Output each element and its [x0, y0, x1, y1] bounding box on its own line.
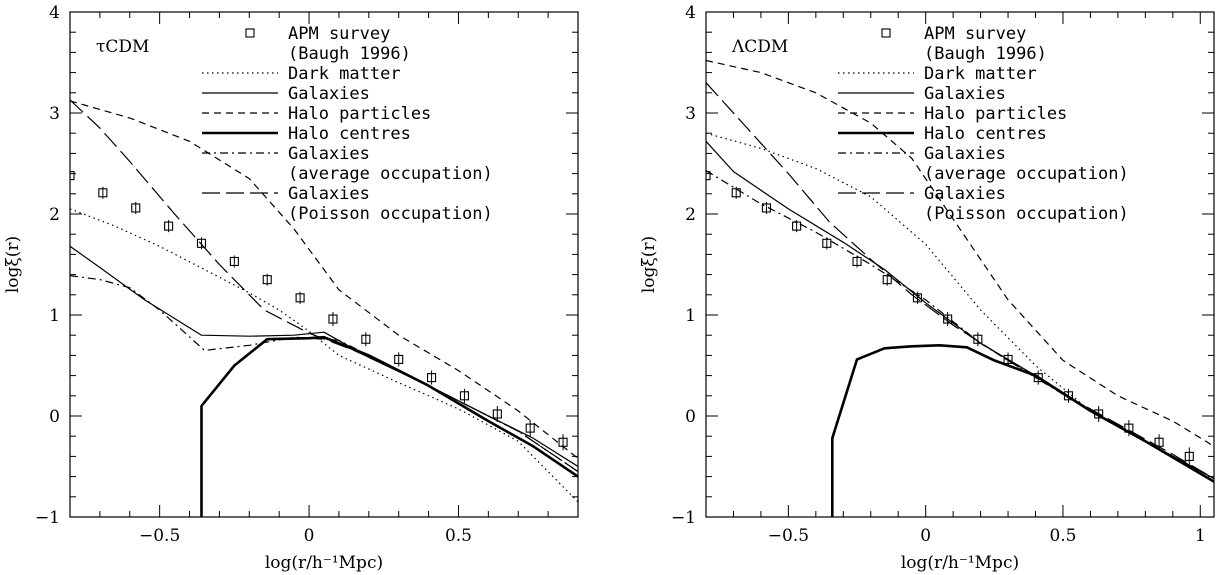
apm-point [328, 314, 338, 324]
apm-point [822, 238, 832, 248]
y-tick-label: 2 [49, 205, 60, 225]
apm-point [394, 354, 404, 364]
apm-point [196, 238, 207, 248]
legend-label: (average occupation) [288, 164, 493, 184]
x-tick-label: 1 [1195, 526, 1206, 546]
apm-point [943, 314, 953, 324]
apm-point [706, 171, 711, 181]
apm-point [1063, 391, 1074, 401]
apm-point [229, 256, 239, 267]
legend-label: Galaxies [288, 84, 370, 104]
apm-point [295, 293, 305, 303]
series-line-thick [830, 343, 1214, 517]
y-tick-label: 3 [685, 104, 696, 124]
series-line-dashdot [706, 170, 1214, 480]
apm-point [98, 188, 108, 198]
apm-point [131, 203, 141, 213]
legend-label: (Baugh 1996) [924, 44, 1047, 64]
apm-point [262, 275, 272, 285]
legend-label: Galaxies [288, 184, 370, 204]
series-line-dashdot [70, 275, 578, 473]
y-tick-label: 3 [49, 104, 60, 124]
series-line-dashed [70, 100, 578, 459]
x-tick-label: −0.5 [139, 526, 180, 546]
apm-point [912, 293, 922, 303]
legend-label: Galaxies [924, 184, 1006, 204]
x-tick-label: −0.5 [768, 526, 809, 546]
legend: APM survey(Baugh 1996)Dark matterGalaxie… [202, 24, 493, 224]
apm-point [792, 221, 802, 231]
x-axis-title: log(r/h⁻¹Mpc) [265, 553, 383, 573]
y-tick-label: 0 [49, 407, 60, 427]
y-tick-label: 4 [49, 3, 60, 23]
legend: APM survey(Baugh 1996)Dark matterGalaxie… [838, 24, 1129, 224]
apm-point [492, 409, 502, 419]
x-tick-label: 0 [304, 526, 315, 546]
plot-frame [69, 11, 579, 518]
apm-point [1094, 409, 1104, 419]
apm-point [361, 334, 371, 344]
series-line-longdash [706, 82, 1214, 480]
legend-label: Galaxies [924, 84, 1006, 104]
y-axis-title: logξ(r) [3, 236, 23, 293]
x-tick-label: 0 [920, 526, 931, 546]
panel-label: τCDM [96, 37, 149, 57]
series-line-thick [200, 335, 578, 517]
apm-point [761, 203, 771, 213]
apm-point [1154, 437, 1164, 447]
x-axis-title: log(r/h⁻¹Mpc) [901, 553, 1019, 573]
legend-label: Halo centres [288, 124, 411, 144]
y-tick-label: 0 [685, 407, 696, 427]
legend-label: (Baugh 1996) [288, 44, 411, 64]
legend-label: Halo centres [924, 124, 1047, 144]
apm-point [882, 275, 892, 285]
series-line-solid [70, 245, 578, 468]
y-tick-label: 1 [49, 306, 60, 326]
y-tick-label: 2 [685, 205, 696, 225]
chart-panel-1: −0.5 0 0.5 −1 0 1 2 3 4 log(r/h⁻¹Mpc) logξ(r) τCDM A… [3, 3, 579, 573]
legend-label: Halo particles [288, 104, 431, 124]
legend-label: APM survey [288, 24, 390, 44]
legend-label: Galaxies [288, 144, 370, 164]
apm-point [525, 423, 535, 433]
series-line-longdash [70, 99, 578, 473]
apm-point [164, 221, 174, 231]
x-tick-label: 0.5 [445, 526, 472, 546]
apm-point [731, 188, 741, 198]
apm-point [558, 437, 568, 447]
legend-apm-marker [881, 28, 891, 38]
series-group [706, 59, 1214, 517]
apm-point [459, 391, 469, 401]
apm-point [1033, 373, 1043, 383]
apm-point [427, 373, 437, 383]
legend-label: APM survey [924, 24, 1026, 44]
legend-label: Galaxies [924, 144, 1006, 164]
apm-point [1003, 354, 1013, 364]
apm-point [852, 256, 862, 267]
plot-frame [705, 11, 1215, 518]
y-tick-label: −1 [671, 508, 696, 528]
y-axis-title: logξ(r) [639, 236, 659, 293]
series-line-dotted [70, 208, 578, 503]
apm-point [70, 171, 75, 181]
legend-label: Halo particles [924, 104, 1067, 124]
legend-label: Dark matter [288, 64, 401, 84]
chart-panel-2: −0.5 0 0.5 1 −1 0 1 2 3 4 log(r/h⁻¹Mpc) logξ(r) ΛCDM… [639, 3, 1215, 573]
y-tick-label: −1 [35, 508, 60, 528]
x-tick-label: 0.5 [1049, 526, 1076, 546]
y-tick-label: 4 [685, 3, 696, 23]
series-line-dashed [706, 59, 1214, 447]
apm-point [1184, 451, 1194, 461]
legend-label: (average occupation) [924, 164, 1129, 184]
y-tick-label: 1 [685, 306, 696, 326]
series-group [70, 99, 578, 517]
legend-label: (Poisson occupation) [924, 204, 1129, 224]
legend-label: Dark matter [924, 64, 1037, 84]
legend-label: (Poisson occupation) [288, 204, 493, 224]
apm-point [973, 334, 983, 344]
legend-apm-marker [245, 28, 255, 38]
panel-label: ΛCDM [731, 37, 788, 57]
apm-point [1124, 423, 1134, 433]
